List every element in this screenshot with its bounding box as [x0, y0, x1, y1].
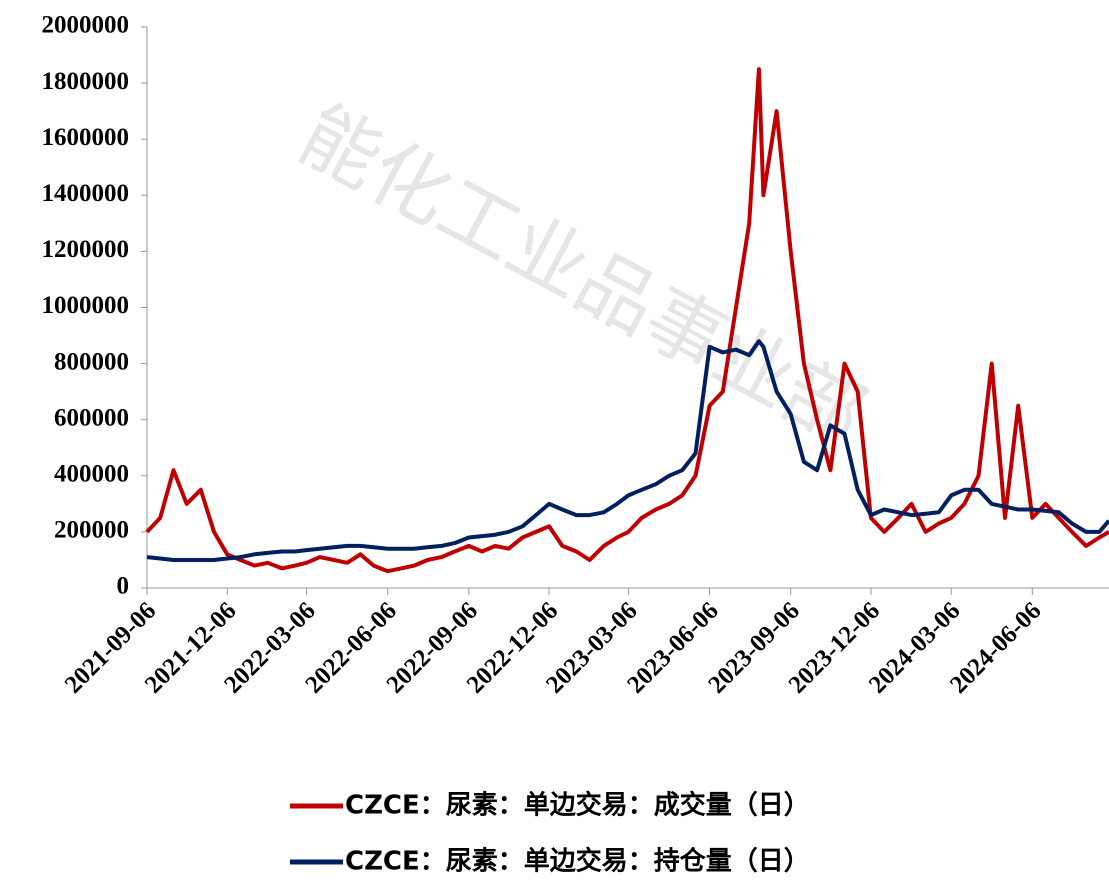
- series-line: [146, 339, 1109, 562]
- y-tick-label: 400000: [54, 461, 129, 488]
- y-tick-label: 600000: [54, 404, 129, 431]
- y-tick-label: 1000000: [42, 292, 130, 319]
- y-tick-label: 0: [117, 573, 130, 600]
- legend-label: CZCE：尿素：单边交易：持仓量（日）: [345, 846, 810, 877]
- watermark: 能化工业品事业部: [286, 90, 879, 462]
- y-tick-label: 1200000: [42, 236, 130, 263]
- y-tick-label: 1800000: [42, 68, 130, 95]
- y-tick-label: 1600000: [42, 124, 130, 151]
- y-tick-label: 1400000: [42, 180, 130, 207]
- y-tick-label: 200000: [54, 517, 129, 544]
- y-tick-label: 2000000: [42, 12, 130, 39]
- series-line: [145, 67, 1109, 574]
- y-tick-label: 800000: [54, 348, 129, 375]
- legend-label: CZCE：尿素：单边交易：成交量（日）: [345, 790, 810, 821]
